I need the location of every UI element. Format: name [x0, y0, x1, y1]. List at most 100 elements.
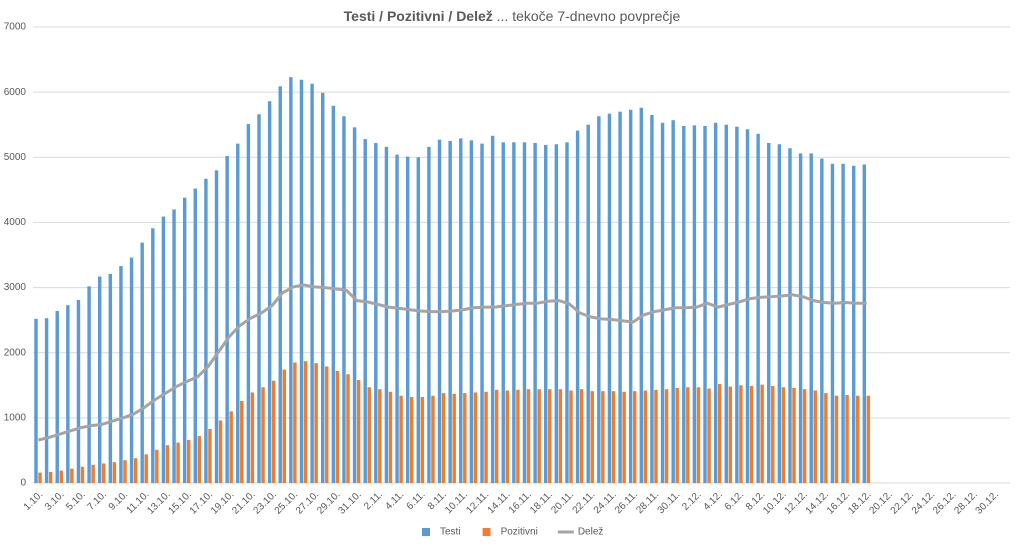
bar [452, 393, 456, 483]
x-tick-label: 14.11. [486, 489, 513, 516]
bar [409, 397, 414, 483]
bar [102, 463, 106, 483]
x-tick-label: 13.10. [145, 489, 172, 516]
legend-label: Pozitivni [501, 527, 538, 538]
x-tick-label: 24.12. [910, 489, 937, 516]
x-tick-label: 16.11. [507, 489, 534, 516]
bar [303, 361, 308, 483]
bar [214, 170, 219, 484]
x-tick-label: 26.12. [931, 489, 958, 516]
bar [405, 156, 410, 484]
legend-label: Testi [440, 527, 461, 538]
bar [739, 385, 743, 483]
bar [473, 392, 478, 483]
bar [427, 146, 431, 483]
x-tick-label: 15.10. [167, 489, 194, 516]
bar [767, 142, 771, 483]
legend-label: Delež [578, 527, 604, 538]
bar [728, 386, 733, 483]
bar [140, 242, 144, 483]
bar [862, 164, 867, 484]
bar [480, 143, 484, 483]
bar [692, 125, 697, 483]
x-tick-label: 6.11. [405, 489, 428, 512]
bar [575, 130, 580, 483]
bar [87, 286, 91, 483]
bar [633, 391, 637, 483]
bar [331, 105, 336, 483]
bar [597, 116, 601, 483]
x-tick-label: 24.11. [592, 489, 619, 516]
bar [639, 107, 644, 483]
x-tick-label: 20.11. [549, 489, 576, 516]
bar [240, 400, 244, 483]
bar [38, 472, 42, 483]
bar [537, 389, 541, 483]
bar [293, 362, 297, 483]
bar [342, 116, 346, 483]
bar [197, 436, 202, 483]
bar [622, 391, 626, 483]
bar [363, 139, 367, 483]
bar [250, 392, 255, 483]
y-tick-label: 0 [20, 478, 26, 489]
bar [618, 111, 622, 483]
bar [34, 318, 38, 483]
y-tick-label: 7000 [4, 22, 27, 33]
bar [516, 389, 520, 483]
x-tick-label: 5.10. [64, 489, 88, 513]
bar [374, 142, 378, 483]
x-tick-label: 29.10. [315, 489, 342, 516]
x-tick-label: 27.10. [294, 489, 321, 516]
bar [325, 366, 329, 483]
bar [289, 77, 293, 483]
bar [544, 144, 548, 483]
bar [356, 380, 361, 483]
bar [108, 273, 113, 483]
x-tick-label: 10.11. [443, 489, 470, 516]
x-tick-label: 4.12. [701, 489, 725, 513]
y-tick-label: 5000 [4, 152, 27, 163]
bar [526, 389, 531, 483]
bar [399, 395, 403, 483]
bar [756, 133, 760, 483]
x-tick-label: 28.12. [952, 489, 979, 516]
bar [851, 165, 856, 484]
bar [548, 389, 552, 483]
bar [686, 387, 690, 483]
bar [352, 127, 357, 483]
bar [208, 428, 212, 483]
bar [172, 209, 176, 483]
bar [579, 389, 584, 483]
x-tick-label: 16.12. [825, 489, 852, 516]
bar [735, 126, 739, 483]
bar [80, 466, 85, 483]
bar [558, 389, 563, 483]
title-main: Testi / Pozitivni / Delež [344, 8, 493, 24]
bar [554, 144, 559, 483]
bar [236, 143, 240, 483]
bar [218, 420, 223, 483]
line [37, 283, 867, 442]
bar [97, 276, 102, 483]
bar [654, 389, 658, 483]
bar [441, 393, 446, 483]
bar [299, 79, 304, 483]
bar [777, 144, 782, 483]
y-tick-label: 1000 [4, 412, 27, 423]
bar [611, 391, 616, 483]
x-tick-label: 18.12. [846, 489, 873, 516]
bar [416, 157, 421, 484]
bar [660, 122, 665, 483]
x-tick-label: 6.12. [723, 489, 747, 513]
x-tick-label: 2.12. [680, 489, 704, 513]
bar [70, 468, 74, 483]
bar [798, 153, 803, 483]
bar [717, 383, 722, 483]
bar [834, 395, 839, 483]
bar [420, 397, 425, 483]
bar [44, 318, 49, 483]
bar [586, 124, 590, 483]
x-tick-label: 4.11. [383, 489, 406, 512]
